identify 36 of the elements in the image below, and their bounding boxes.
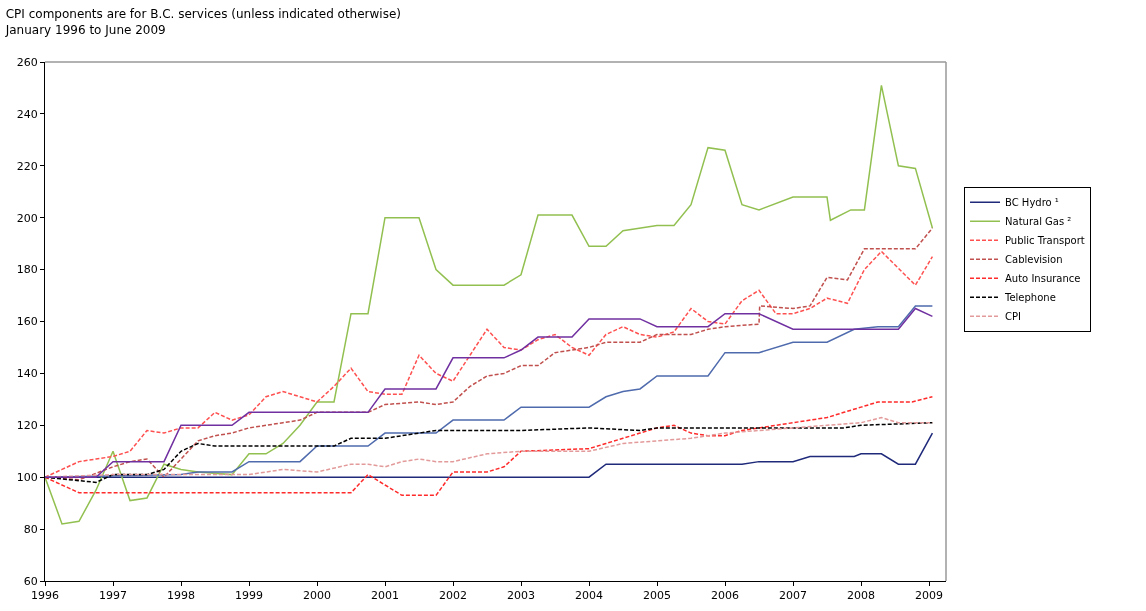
line-series bbox=[45, 84, 934, 525]
x-tick-label: 2009 bbox=[915, 589, 943, 603]
x-tick-label: 2000 bbox=[303, 589, 331, 603]
x-tick-label: 2008 bbox=[847, 589, 875, 603]
y-tick-label: 240 bbox=[16, 107, 38, 121]
y-tick-label: 180 bbox=[16, 263, 38, 277]
y-tick-label: 220 bbox=[16, 159, 38, 173]
x-tick-label: 1999 bbox=[235, 589, 263, 603]
legend-label: Telephone bbox=[1004, 292, 1056, 304]
x-tick-label: 1998 bbox=[167, 589, 195, 603]
y-tick-label: 260 bbox=[16, 55, 38, 69]
x-tick-label: 1996 bbox=[31, 589, 59, 603]
y-tick-label: 160 bbox=[16, 315, 38, 329]
chart-subtitle: January 1996 to June 2009 bbox=[4, 22, 166, 37]
legend-label: CPI bbox=[1005, 311, 1021, 323]
x-tick-label: 2003 bbox=[507, 589, 535, 603]
legend-label: Cablevision bbox=[1005, 254, 1063, 266]
legend-label: BC Hydro ¹ bbox=[1005, 197, 1059, 209]
x-tick-label: 1997 bbox=[99, 589, 127, 603]
line-series bbox=[45, 396, 934, 497]
y-tick-label: 60 bbox=[23, 574, 38, 588]
y-tick-label: 200 bbox=[16, 211, 38, 225]
y-tick-label: 100 bbox=[16, 471, 38, 485]
y-tick-label: 80 bbox=[23, 522, 38, 536]
x-tick-label: 2002 bbox=[439, 589, 467, 603]
legend-label: Auto Insurance bbox=[1005, 273, 1081, 285]
legend-label: Natural Gas ² bbox=[1005, 216, 1072, 228]
x-tick-label: 2007 bbox=[779, 589, 807, 603]
y-tick-label: 120 bbox=[16, 419, 38, 433]
x-tick-label: 2001 bbox=[371, 589, 399, 603]
x-tick-label: 2006 bbox=[711, 589, 739, 603]
y-tick-label: 140 bbox=[16, 367, 38, 381]
x-tick-label: 2004 bbox=[575, 589, 603, 603]
chart-title: CPI components are for B.C. services (unless indicated otherwise) bbox=[5, 7, 402, 22]
legend-label: Public Transport bbox=[1005, 235, 1085, 247]
x-tick-label: 2005 bbox=[643, 589, 671, 603]
